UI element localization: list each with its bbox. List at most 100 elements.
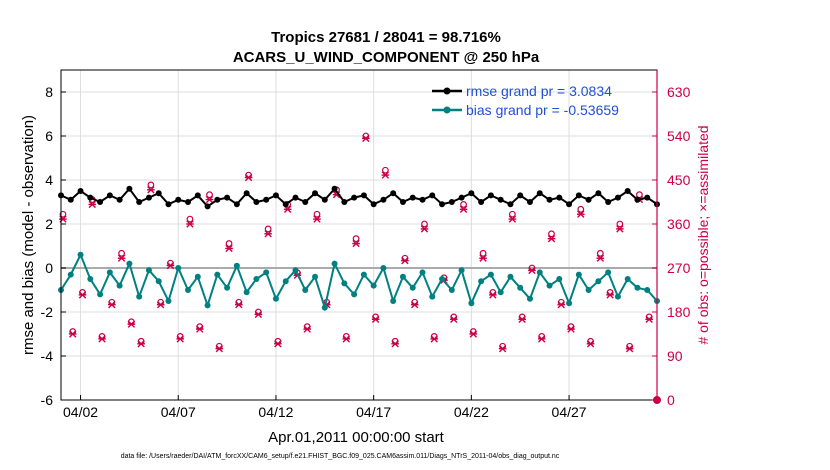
obs-assimilated-marker [586, 340, 595, 348]
obs-possible-marker [636, 191, 643, 199]
bias-point [67, 271, 74, 278]
rmse-point [526, 199, 533, 205]
obs-possible-marker [381, 166, 389, 174]
bias-point [282, 278, 289, 285]
bias-point [145, 267, 152, 274]
obs-assimilated-marker [518, 315, 526, 324]
rmse-point [487, 192, 494, 199]
rmse-point [507, 201, 514, 208]
rmse-point [175, 196, 182, 203]
obs-assimilated-marker [127, 320, 136, 328]
obs-assimilated-marker [606, 291, 614, 299]
legend: rmse grand pr = 3.0834 bias grand pr = -… [432, 83, 619, 118]
bias-point [517, 284, 524, 291]
y-tick-label: -6 [41, 392, 54, 408]
obs-assimilated-marker [576, 210, 585, 218]
legend-bias-marker [443, 106, 451, 114]
y2-tick-label: 360 [667, 216, 691, 232]
rmse-point [116, 196, 123, 203]
obs-assimilated-marker [166, 261, 175, 270]
bias-point [351, 291, 358, 298]
y2-tick-label: 180 [667, 304, 691, 320]
rmse-point [155, 190, 162, 197]
obs-assimilated-marker [342, 335, 351, 343]
obs-possible-marker [225, 240, 233, 247]
bias-point [566, 300, 573, 307]
obs-possible-marker [59, 210, 67, 218]
rmse-series [58, 185, 660, 210]
obs-assimilated-marker [254, 310, 263, 319]
bias-point [292, 267, 299, 274]
rmse-point [185, 199, 192, 205]
obs-assimilated-marker [88, 200, 97, 209]
rmse-point [224, 194, 231, 201]
obs-possible-marker [313, 210, 321, 218]
bias-point [644, 287, 651, 293]
obs-possible-marker [352, 235, 360, 243]
legend-bias-label: bias grand pr = -0.53659 [466, 102, 619, 118]
obs-possible-marker [118, 249, 125, 257]
rmse-point [566, 201, 573, 208]
obs-assimilated-marker [420, 225, 429, 233]
obs-assimilated-marker [147, 186, 155, 194]
bias-point [595, 278, 602, 285]
rmse-point [351, 194, 358, 201]
obs-possible-marker [186, 215, 194, 223]
bias-point [243, 289, 250, 296]
obs-assimilated-marker [225, 244, 233, 253]
bias-point [575, 271, 582, 278]
obs-assimilated-marker [616, 225, 624, 233]
bias-point [263, 269, 270, 276]
plot-area [61, 70, 657, 400]
obs-possible-marker [479, 249, 487, 257]
obs-markers [59, 132, 661, 404]
bias-point [497, 289, 504, 296]
obs-possible-marker [616, 220, 624, 228]
obs-assimilated-marker [137, 340, 145, 348]
rmse-point [614, 194, 621, 201]
y-tick-label: -4 [41, 348, 54, 364]
bias-point [360, 271, 367, 278]
obs-assimilated-marker [313, 215, 321, 223]
obs-assimilated-marker [596, 254, 605, 262]
obs-assimilated-marker [381, 171, 390, 179]
rmse-point [282, 201, 289, 208]
y-axis-ticks: -6 -4 -2 0 2 4 6 8 [41, 84, 66, 408]
bias-point [429, 293, 436, 300]
obs-assimilated-marker [235, 300, 243, 309]
bias-point [253, 276, 260, 282]
obs-assimilated-marker [430, 335, 439, 343]
obs-assimilated-marker [498, 344, 507, 353]
x-tick-label: 04/22 [454, 404, 489, 420]
obs-assimilated-marker [449, 315, 458, 324]
obs-assimilated-marker [401, 256, 409, 265]
obs-assimilated-marker [547, 234, 556, 243]
rmse-point [67, 196, 74, 203]
bias-point [185, 287, 192, 293]
obs-assimilated-marker [156, 300, 165, 309]
bias-point [341, 280, 348, 287]
obs-assimilated-marker [508, 215, 517, 223]
x-tick-label: 04/12 [258, 404, 293, 420]
rmse-point [272, 192, 279, 199]
obs-possible-marker [508, 210, 516, 218]
obs-assimilated-marker [264, 230, 272, 238]
rmse-point [439, 201, 446, 208]
obs-assimilated-marker [274, 340, 282, 348]
bias-point [399, 273, 406, 280]
bias-point [585, 287, 592, 293]
bias-point [194, 273, 201, 280]
obs-assimilated-marker [186, 220, 194, 228]
rmse-point [165, 201, 172, 208]
obs-possible-marker [147, 181, 155, 189]
rmse-point [605, 199, 612, 205]
rmse-point [204, 203, 211, 210]
bias-point [77, 251, 84, 258]
obs-assimilated-marker [244, 173, 253, 182]
bias-point [507, 273, 514, 280]
rmse-point [517, 192, 524, 199]
bias-point [312, 273, 319, 280]
y-tick-label: 2 [45, 216, 53, 232]
bias-point [97, 291, 104, 298]
rmse-point [575, 192, 582, 199]
